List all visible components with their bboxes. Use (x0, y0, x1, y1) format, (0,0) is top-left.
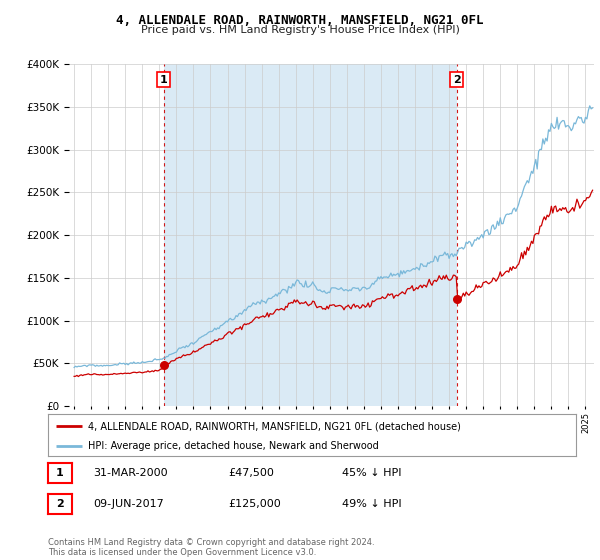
Text: 4, ALLENDALE ROAD, RAINWORTH, MANSFIELD, NG21 0FL: 4, ALLENDALE ROAD, RAINWORTH, MANSFIELD,… (116, 14, 484, 27)
Bar (164, 64, 457, 406)
Text: 49% ↓ HPI: 49% ↓ HPI (342, 499, 401, 509)
Text: Price paid vs. HM Land Registry's House Price Index (HPI): Price paid vs. HM Land Registry's House … (140, 25, 460, 35)
Text: 1: 1 (160, 74, 167, 85)
Text: £47,500: £47,500 (228, 468, 274, 478)
Text: HPI: Average price, detached house, Newark and Sherwood: HPI: Average price, detached house, Newa… (88, 441, 379, 451)
Text: 4, ALLENDALE ROAD, RAINWORTH, MANSFIELD, NG21 0FL (detached house): 4, ALLENDALE ROAD, RAINWORTH, MANSFIELD,… (88, 421, 460, 431)
Text: 2: 2 (453, 74, 460, 85)
Point (452, 295, 461, 304)
Text: 45% ↓ HPI: 45% ↓ HPI (342, 468, 401, 478)
Text: £125,000: £125,000 (228, 499, 281, 509)
Point (159, 361, 169, 370)
Text: Contains HM Land Registry data © Crown copyright and database right 2024.
This d: Contains HM Land Registry data © Crown c… (48, 538, 374, 557)
Text: 09-JUN-2017: 09-JUN-2017 (93, 499, 164, 509)
Text: 31-MAR-2000: 31-MAR-2000 (93, 468, 167, 478)
Text: 2: 2 (56, 499, 64, 509)
Text: 1: 1 (56, 468, 64, 478)
